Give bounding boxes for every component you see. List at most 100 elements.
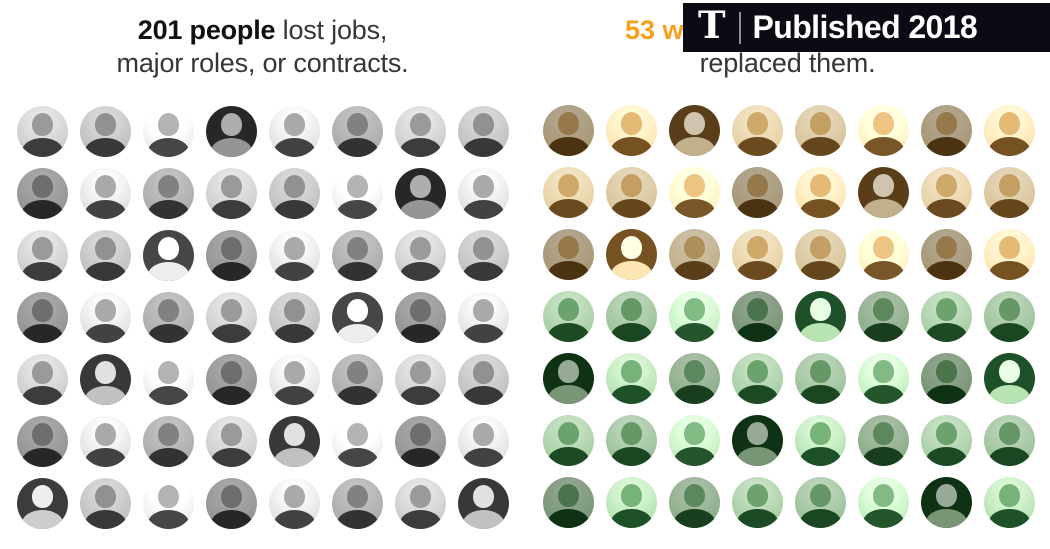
published-banner: T Published 2018 bbox=[683, 3, 1050, 52]
portrait-photo bbox=[732, 105, 783, 156]
portrait-photo bbox=[543, 105, 594, 156]
left-headline: 201 people lost jobs, major roles, or co… bbox=[0, 14, 525, 80]
portrait-photo bbox=[858, 291, 909, 342]
portrait-photo bbox=[17, 168, 68, 219]
right-headline-line2: replaced them. bbox=[699, 48, 876, 78]
portrait-photo bbox=[543, 229, 594, 280]
portrait-photo bbox=[669, 229, 720, 280]
portrait-photo bbox=[606, 229, 657, 280]
portrait-photo bbox=[606, 353, 657, 404]
portrait-photo bbox=[332, 230, 383, 281]
portrait-photo bbox=[17, 416, 68, 467]
portrait-photo bbox=[80, 230, 131, 281]
portrait-photo bbox=[395, 168, 446, 219]
portrait-photo bbox=[543, 353, 594, 404]
portrait-photo bbox=[858, 229, 909, 280]
portrait-photo bbox=[606, 167, 657, 218]
portrait-photo bbox=[669, 477, 720, 528]
banner-separator bbox=[738, 11, 741, 44]
portrait-photo bbox=[921, 353, 972, 404]
portrait-photo bbox=[206, 478, 257, 529]
portrait-photo bbox=[795, 415, 846, 466]
portrait-photo bbox=[606, 415, 657, 466]
portrait-photo bbox=[795, 291, 846, 342]
portrait-photo bbox=[984, 353, 1035, 404]
portrait-photo bbox=[269, 168, 320, 219]
portrait-photo bbox=[269, 478, 320, 529]
portrait-photo bbox=[984, 105, 1035, 156]
portrait-photo bbox=[143, 230, 194, 281]
lost-jobs-portrait-grid bbox=[17, 106, 509, 529]
left-headline-line2: major roles, or contracts. bbox=[116, 48, 409, 78]
portrait-photo bbox=[17, 106, 68, 157]
portrait-photo bbox=[458, 168, 509, 219]
left-headline-rest: lost jobs, bbox=[275, 15, 388, 45]
portrait-photo bbox=[669, 167, 720, 218]
portrait-photo bbox=[732, 167, 783, 218]
portrait-photo bbox=[921, 477, 972, 528]
left-headline-count: 201 people bbox=[137, 15, 276, 45]
portrait-photo bbox=[858, 415, 909, 466]
portrait-photo bbox=[858, 477, 909, 528]
portrait-photo bbox=[606, 105, 657, 156]
portrait-photo bbox=[80, 168, 131, 219]
portrait-photo bbox=[206, 292, 257, 343]
portrait-photo bbox=[269, 106, 320, 157]
portrait-photo bbox=[332, 416, 383, 467]
portrait-photo bbox=[80, 106, 131, 157]
portrait-photo bbox=[732, 229, 783, 280]
portrait-photo bbox=[80, 478, 131, 529]
portrait-photo bbox=[858, 105, 909, 156]
portrait-photo bbox=[732, 415, 783, 466]
portrait-photo bbox=[80, 292, 131, 343]
portrait-photo bbox=[143, 354, 194, 405]
portrait-photo bbox=[458, 478, 509, 529]
portrait-photo bbox=[984, 167, 1035, 218]
portrait-photo bbox=[17, 478, 68, 529]
portrait-photo bbox=[858, 167, 909, 218]
left-headline-line1: 201 people lost jobs, bbox=[0, 14, 525, 47]
portrait-photo bbox=[984, 291, 1035, 342]
portrait-photo bbox=[143, 416, 194, 467]
portrait-photo bbox=[332, 354, 383, 405]
portrait-photo bbox=[984, 415, 1035, 466]
portrait-photo bbox=[395, 292, 446, 343]
portrait-photo bbox=[206, 106, 257, 157]
portrait-photo bbox=[795, 477, 846, 528]
portrait-photo bbox=[17, 292, 68, 343]
portrait-photo bbox=[395, 416, 446, 467]
portrait-photo bbox=[606, 291, 657, 342]
banner-label: Published 2018 bbox=[752, 9, 978, 45]
portrait-photo bbox=[395, 354, 446, 405]
portrait-photo bbox=[669, 415, 720, 466]
right-headline: replaced them. bbox=[525, 47, 1050, 80]
portrait-photo bbox=[332, 168, 383, 219]
portrait-photo bbox=[669, 291, 720, 342]
portrait-photo bbox=[395, 478, 446, 529]
portrait-photo bbox=[143, 168, 194, 219]
portrait-photo bbox=[543, 291, 594, 342]
portrait-photo bbox=[332, 106, 383, 157]
portrait-photo bbox=[669, 105, 720, 156]
portrait-photo bbox=[17, 230, 68, 281]
portrait-photo bbox=[269, 416, 320, 467]
portrait-photo bbox=[332, 478, 383, 529]
portrait-photo bbox=[606, 477, 657, 528]
portrait-photo bbox=[543, 415, 594, 466]
portrait-photo bbox=[395, 106, 446, 157]
portrait-photo bbox=[795, 105, 846, 156]
portrait-photo bbox=[458, 106, 509, 157]
portrait-photo bbox=[206, 168, 257, 219]
portrait-photo bbox=[795, 353, 846, 404]
portrait-photo bbox=[395, 230, 446, 281]
nyt-logo-icon: T bbox=[698, 3, 726, 47]
right-headline-count: 53 w bbox=[625, 15, 684, 45]
portrait-photo bbox=[143, 106, 194, 157]
portrait-photo bbox=[543, 477, 594, 528]
portrait-photo bbox=[858, 353, 909, 404]
portrait-photo bbox=[669, 353, 720, 404]
portrait-photo bbox=[921, 105, 972, 156]
portrait-photo bbox=[984, 229, 1035, 280]
portrait-photo bbox=[458, 230, 509, 281]
